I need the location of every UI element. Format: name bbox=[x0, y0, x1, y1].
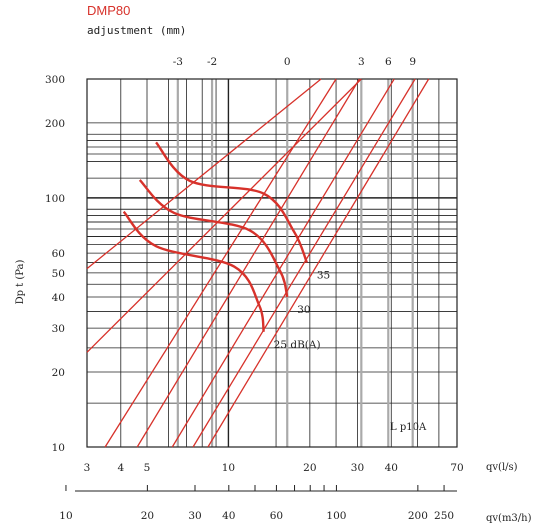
x2-tick-label: 250 bbox=[434, 510, 454, 522]
adjustment-tick-label: -3 bbox=[173, 56, 183, 68]
x-tick-label: 30 bbox=[351, 462, 364, 474]
chart-subtitle: adjustment (mm) bbox=[87, 24, 186, 37]
adjustment-line bbox=[136, 78, 360, 448]
adjustment-tick-label: -2 bbox=[207, 56, 217, 68]
y-tick-label: 40 bbox=[52, 292, 65, 304]
sound-level-label: 25 dB(A) bbox=[274, 339, 321, 351]
y-tick-label: 200 bbox=[45, 118, 65, 130]
x2-tick-label: 10 bbox=[59, 510, 72, 522]
adjustment-tick-label: 6 bbox=[385, 56, 392, 68]
adjustment-line bbox=[207, 78, 430, 448]
y-tick-label: 20 bbox=[52, 367, 65, 379]
x2-tick-label: 60 bbox=[270, 510, 283, 522]
x-axis-label: qv(l/s) bbox=[486, 462, 518, 473]
adjustment-tick-label: 9 bbox=[409, 56, 416, 68]
x-tick-label: 4 bbox=[117, 462, 124, 474]
sound-level-curve bbox=[155, 141, 308, 264]
x2-tick-label: 100 bbox=[326, 510, 346, 522]
y-tick-label: 60 bbox=[52, 248, 65, 260]
y-axis-label: Dp t (Pa) bbox=[15, 259, 26, 304]
x-tick-labels: 3 4 5 10 20 30 40 70 bbox=[84, 462, 464, 474]
adjustment-tick-labels: -3 -2 0 3 6 9 bbox=[173, 56, 416, 68]
sound-level-curves bbox=[122, 141, 308, 332]
chart-grid bbox=[86, 78, 458, 448]
x-tick-label: 70 bbox=[450, 462, 463, 474]
sound-level-curve bbox=[122, 210, 265, 332]
x-tick-label: 10 bbox=[222, 462, 235, 474]
x2-axis-label: qv(m3/h) bbox=[486, 513, 532, 524]
plot-frame bbox=[86, 78, 458, 448]
y-tick-label: 100 bbox=[45, 193, 65, 205]
x2-tick-label: 40 bbox=[222, 510, 235, 522]
sound-level-curve bbox=[138, 179, 289, 298]
y-tick-label: 10 bbox=[52, 442, 65, 454]
x2-axis: 10 20 30 40 60 100 200 250 bbox=[59, 485, 457, 522]
x2-tick-label: 200 bbox=[408, 510, 428, 522]
sound-level-label: 35 bbox=[317, 270, 330, 282]
adjustment-line bbox=[192, 78, 416, 448]
adjustment-tick-label: 3 bbox=[358, 56, 365, 68]
sound-level-label: 30 bbox=[297, 304, 310, 316]
adjustment-lines bbox=[86, 78, 430, 448]
x2-tick-label: 20 bbox=[141, 510, 154, 522]
x-tick-label: 3 bbox=[84, 462, 91, 474]
y-tick-labels: 10 20 30 40 50 60 100 200 300 bbox=[45, 74, 65, 454]
x-tick-label: 5 bbox=[144, 462, 151, 474]
y-tick-label: 300 bbox=[45, 74, 65, 86]
adjustment-line bbox=[86, 78, 362, 353]
plot-border bbox=[86, 78, 458, 448]
x2-tick-label: 30 bbox=[188, 510, 201, 522]
y-tick-label: 50 bbox=[52, 268, 65, 280]
adjustment-line bbox=[171, 78, 395, 448]
x-tick-label: 20 bbox=[303, 462, 316, 474]
x-tick-label: 40 bbox=[385, 462, 398, 474]
y-tick-label: 30 bbox=[52, 323, 65, 335]
chart-title: DMP80 bbox=[87, 3, 130, 18]
adjustment-tick-label: 0 bbox=[284, 56, 291, 68]
adjustment-line bbox=[86, 78, 322, 270]
annotation-lp10a: L p10A bbox=[390, 422, 427, 433]
adjustment-line bbox=[104, 78, 337, 448]
sound-level-labels: 25 dB(A) 30 35 bbox=[274, 270, 331, 351]
